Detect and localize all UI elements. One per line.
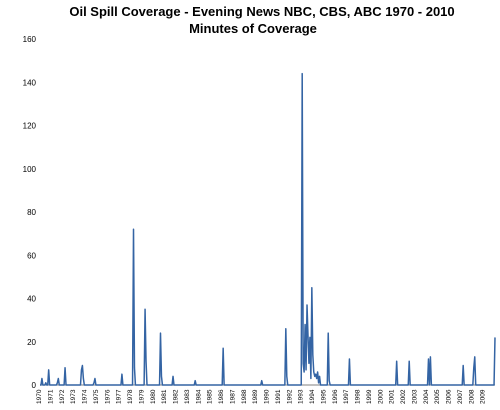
x-tick-label: 1996 [332,389,339,404]
x-tick-label: 1976 [104,389,111,404]
x-tick-label: 2000 [377,389,384,404]
x-tick-label: 1972 [59,389,66,404]
x-tick-label: 1975 [93,389,100,404]
x-tick-label: 1978 [127,389,134,404]
x-tick-label: 1997 [343,389,350,404]
x-tick-label: 2007 [457,389,464,404]
y-tick-label: 80 [27,208,36,217]
y-tick-label: 60 [27,251,36,260]
x-tick-label: 2004 [423,389,430,404]
y-tick-label: 120 [23,122,37,131]
x-tick-label: 1985 [207,389,214,404]
y-axis: 0 20 40 60 80 100 120 140 160 [23,35,37,390]
x-tick-label: 1981 [161,389,168,404]
y-tick-label: 140 [23,78,37,87]
x-tick-label: 1986 [218,389,225,404]
x-tick-label: 2008 [468,389,475,404]
y-tick-label: 160 [23,35,37,44]
x-tick-label: 2005 [434,389,441,404]
x-tick-label: 1991 [275,389,282,404]
x-tick-label: 2006 [446,389,453,404]
x-tick-label: 1993 [298,389,305,404]
y-tick-label: 0 [32,381,37,390]
x-tick-label: 1970 [36,389,43,404]
x-tick-label: 1988 [241,389,248,404]
x-tick-label: 1971 [47,389,54,404]
x-axis: 1970 1971 1972 1973 1974 1975 1976 1977 1978 1979… [36,389,487,404]
y-tick-label: 20 [27,338,36,347]
x-tick-label: 2001 [389,389,396,404]
x-tick-label: 1984 [195,389,202,404]
x-tick-label: 1987 [229,389,236,404]
x-tick-label: 2003 [411,389,418,404]
series-line-coverage [40,72,496,386]
x-tick-label: 1974 [82,389,89,404]
chart-title-line2: Minutes of Coverage [189,21,317,36]
x-tick-label: 1990 [264,389,271,404]
chart-title-line1: Oil Spill Coverage - Evening News NBC, C… [69,4,454,19]
x-tick-label: 1973 [70,389,77,404]
y-tick-label: 100 [23,165,37,174]
x-tick-label: 1979 [138,389,145,404]
x-tick-label: 1977 [116,389,123,404]
x-tick-label: 1999 [366,389,373,404]
x-tick-label: 1989 [252,389,259,404]
x-tick-label: 1992 [286,389,293,404]
x-tick-label: 2009 [480,389,487,404]
x-tick-label: 1982 [173,389,180,404]
y-tick-label: 40 [27,295,36,304]
x-tick-label: 1995 [320,389,327,404]
x-tick-label: 1980 [150,389,157,404]
x-tick-label: 1994 [309,389,316,404]
x-tick-label: 2002 [400,389,407,404]
x-tick-label: 1983 [184,389,191,404]
x-tick-label: 1998 [355,389,362,404]
